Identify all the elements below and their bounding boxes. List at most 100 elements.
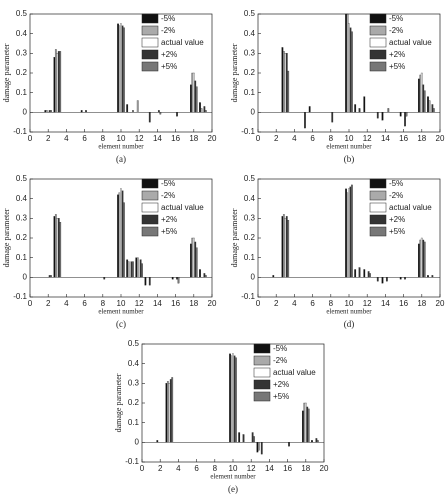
bar: [45, 110, 48, 113]
bar: [253, 436, 255, 443]
bar: [351, 184, 353, 278]
bar: [235, 357, 237, 443]
y-axis-label: damage parameter: [2, 43, 11, 102]
x-tick-label: 14: [381, 134, 390, 143]
bar: [238, 432, 241, 443]
bar: [287, 70, 290, 113]
bar: [85, 110, 87, 113]
x-tick-label: 20: [208, 134, 217, 143]
bar: [126, 259, 129, 278]
bar: [260, 442, 263, 455]
bar: [385, 277, 388, 282]
panel: -0.100.10.20.30.40.50 2 4 6 8 10 12 14 16 18 20-5%…: [114, 339, 329, 494]
y-tick-label: 0.2: [128, 398, 140, 407]
y-tick-label: 0.4: [244, 29, 256, 38]
x-tick-label: 8: [329, 299, 334, 308]
x-axis-label: element number: [210, 473, 256, 481]
bar: [57, 218, 60, 278]
bar: [331, 112, 334, 123]
plot-frame: [141, 343, 325, 463]
legend-swatch: [369, 37, 387, 48]
bar: [141, 263, 143, 278]
x-tick-label: 18: [417, 134, 426, 143]
plot-frame: [257, 13, 441, 133]
y-tick-label: 0.5: [244, 9, 256, 18]
y-tick-label: 0.3: [128, 378, 140, 387]
bar: [358, 267, 361, 278]
y-tick-label: -0.1: [13, 127, 27, 136]
bar: [59, 222, 62, 278]
bar: [44, 110, 47, 113]
x-tick-label: 12: [363, 134, 372, 143]
bar: [169, 379, 172, 443]
bar: [306, 406, 309, 443]
bar: [423, 90, 426, 113]
y-tick-label: 0.3: [244, 48, 256, 57]
bar: [349, 27, 352, 113]
bar: [195, 86, 198, 113]
bar: [349, 186, 352, 278]
legend-swatch: [141, 226, 159, 237]
legend-label: actual value: [161, 203, 204, 212]
x-tick-label: 10: [345, 134, 354, 143]
bar: [80, 110, 83, 113]
legend-swatch: [253, 391, 271, 402]
y-tick-label: 0.5: [16, 174, 28, 183]
bar: [427, 275, 429, 278]
bar: [281, 216, 284, 278]
bar: [127, 261, 130, 278]
legend-label: +5%: [273, 392, 289, 401]
x-tick-label: 8: [213, 464, 218, 473]
legend-label: actual value: [273, 368, 316, 377]
bar: [148, 112, 151, 123]
y-tick-label: -0.1: [125, 457, 139, 466]
bar: [354, 269, 357, 278]
bar: [204, 275, 207, 278]
bar: [166, 381, 169, 443]
bar: [135, 257, 138, 278]
x-tick-label: 2: [274, 134, 279, 143]
bar: [50, 110, 52, 113]
bar: [191, 72, 194, 113]
bar: [422, 84, 425, 113]
x-tick-label: 18: [301, 464, 310, 473]
bar: [144, 277, 147, 286]
bar: [57, 51, 60, 113]
y-tick-label: 0.1: [244, 88, 256, 97]
bar: [53, 216, 56, 278]
legend-label: +5%: [161, 62, 177, 71]
y-tick-label: 0.3: [244, 213, 256, 222]
legend-label: -5%: [389, 14, 403, 23]
bar: [156, 440, 159, 443]
caption: (b): [344, 154, 355, 164]
bar: [346, 13, 349, 113]
x-tick-label: 12: [135, 299, 144, 308]
legend-label: +2%: [389, 50, 405, 59]
bar: [176, 112, 178, 117]
bar: [285, 53, 288, 113]
bar: [367, 271, 370, 278]
legend-label: -2%: [161, 191, 175, 200]
bar: [381, 277, 384, 284]
legend-label: +2%: [273, 380, 289, 389]
bar: [363, 96, 366, 113]
legend-swatch: [369, 214, 387, 225]
x-tick-label: 4: [292, 299, 297, 308]
bar: [423, 241, 426, 278]
legend-swatch: [141, 178, 159, 189]
caption: (c): [116, 319, 126, 329]
bar: [126, 104, 129, 113]
bar: [50, 275, 52, 278]
legend-swatch: [141, 190, 159, 201]
y-tick-label: 0.4: [244, 194, 256, 203]
bar: [165, 383, 168, 443]
x-tick-label: 20: [320, 464, 329, 473]
bar: [103, 277, 106, 280]
bar: [287, 220, 290, 278]
legend-label: +5%: [389, 62, 405, 71]
bar: [56, 53, 59, 113]
bar: [404, 112, 406, 127]
bar: [171, 277, 174, 280]
bar: [419, 74, 422, 113]
y-tick-label: -0.1: [241, 292, 255, 301]
